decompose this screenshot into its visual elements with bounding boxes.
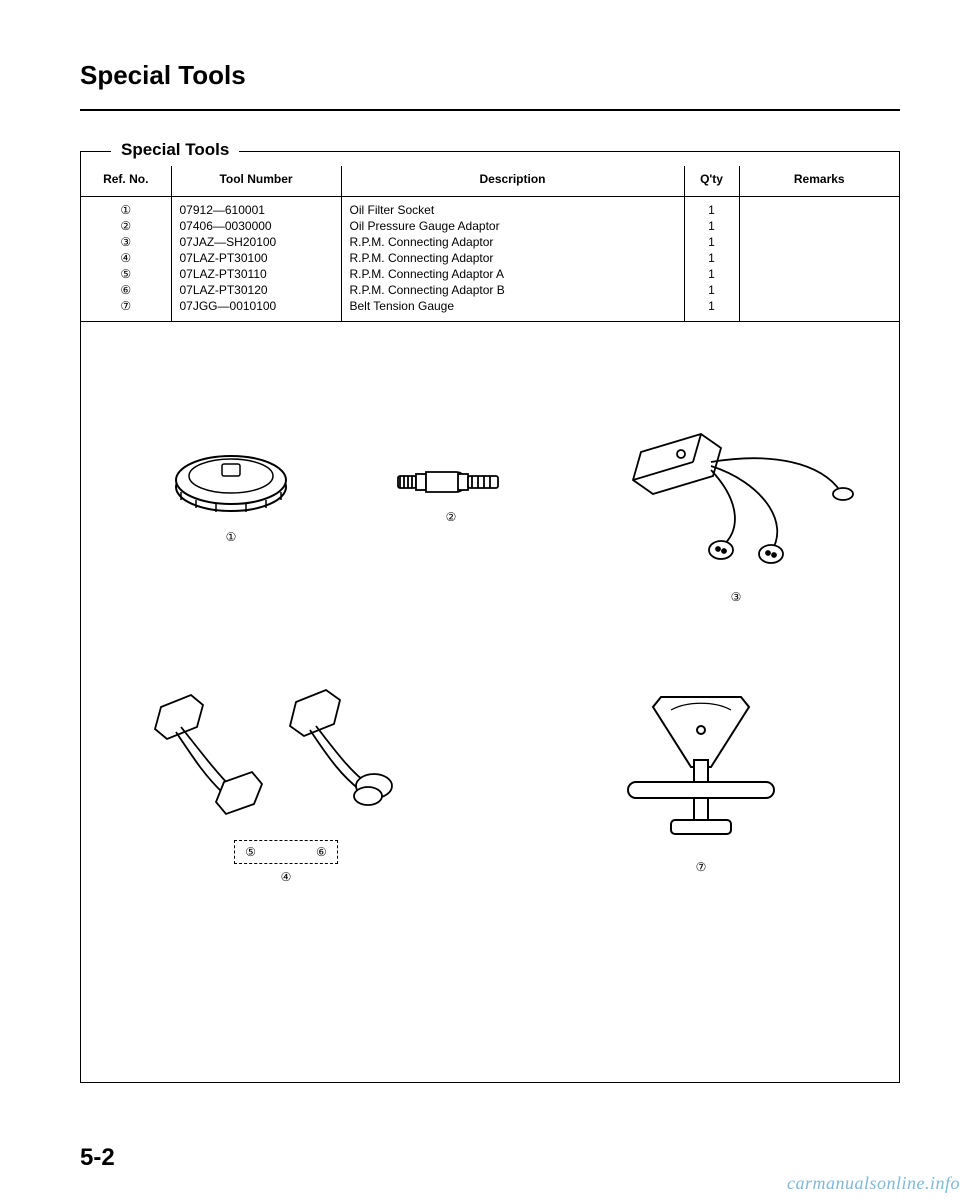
- fig-3: ③: [611, 422, 861, 604]
- table-row: ④ 07LAZ-PT30100 R.P.M. Connecting Adapto…: [81, 250, 899, 266]
- cell-rem: [739, 197, 899, 219]
- cell-tool: 07406—0030000: [171, 218, 341, 234]
- cell-qty: 1: [684, 266, 739, 282]
- cell-qty: 1: [684, 282, 739, 298]
- cell-desc: R.P.M. Connecting Adaptor: [341, 234, 684, 250]
- fig-4-caption: ④: [141, 870, 431, 884]
- cell-rem: [739, 250, 899, 266]
- cell-ref: ④: [81, 250, 171, 266]
- cell-ref: ③: [81, 234, 171, 250]
- cell-rem: [739, 266, 899, 282]
- fig-7: ⑦: [601, 682, 801, 874]
- table-row: ⑥ 07LAZ-PT30120 R.P.M. Connecting Adapto…: [81, 282, 899, 298]
- page-title: Special Tools: [80, 60, 900, 91]
- cell-qty: 1: [684, 197, 739, 219]
- col-desc: Description: [341, 166, 684, 197]
- box-legend: Special Tools: [111, 140, 239, 160]
- fig-7-caption: ⑦: [601, 860, 801, 874]
- tools-table: Ref. No. Tool Number Description Q'ty Re…: [81, 166, 899, 321]
- cell-desc: Belt Tension Gauge: [341, 298, 684, 321]
- oil-filter-socket-icon: [166, 442, 296, 522]
- title-rule: [80, 109, 900, 111]
- table-row: ② 07406—0030000 Oil Pressure Gauge Adapt…: [81, 218, 899, 234]
- fig-2: ②: [381, 462, 521, 524]
- cell-desc: R.P.M. Connecting Adaptor A: [341, 266, 684, 282]
- cell-ref: ①: [81, 197, 171, 219]
- fig-1: ①: [151, 442, 311, 544]
- cell-desc: Oil Filter Socket: [341, 197, 684, 219]
- watermark: carmanualsonline.info: [787, 1173, 960, 1194]
- cell-ref: ⑥: [81, 282, 171, 298]
- tools-box: Special Tools Ref. No. Tool Number Descr…: [80, 151, 900, 1083]
- table-row: ① 07912—610001 Oil Filter Socket 1: [81, 197, 899, 219]
- cell-tool: 07JGG—0010100: [171, 298, 341, 321]
- oil-pressure-adaptor-icon: [396, 462, 506, 502]
- cell-desc: R.P.M. Connecting Adaptor B: [341, 282, 684, 298]
- fig-1-caption: ①: [151, 530, 311, 544]
- cell-desc: Oil Pressure Gauge Adaptor: [341, 218, 684, 234]
- cell-tool: 07LAZ-PT30100: [171, 250, 341, 266]
- col-rem: Remarks: [739, 166, 899, 197]
- fig-2-caption: ②: [381, 510, 521, 524]
- cell-qty: 1: [684, 218, 739, 234]
- fig-5-caption: ⑤: [245, 845, 256, 859]
- col-ref: Ref. No.: [81, 166, 171, 197]
- belt-tension-gauge-icon: [616, 682, 786, 852]
- cell-qty: 1: [684, 298, 739, 321]
- cell-tool: 07LAZ-PT30120: [171, 282, 341, 298]
- rpm-adaptor-icon: [611, 422, 861, 582]
- cell-ref: ⑦: [81, 298, 171, 321]
- table-row: ⑦ 07JGG—0010100 Belt Tension Gauge 1: [81, 298, 899, 321]
- cell-rem: [739, 298, 899, 321]
- table-row: ⑤ 07LAZ-PT30110 R.P.M. Connecting Adapto…: [81, 266, 899, 282]
- cell-desc: R.P.M. Connecting Adaptor: [341, 250, 684, 266]
- table-header-row: Ref. No. Tool Number Description Q'ty Re…: [81, 166, 899, 197]
- rpm-connectors-icon: [146, 682, 426, 832]
- cell-tool: 07JAZ—SH20100: [171, 234, 341, 250]
- fig-5-6-caption-box: ⑤ ⑥: [234, 840, 338, 864]
- cell-ref: ⑤: [81, 266, 171, 282]
- cell-tool: 07LAZ-PT30110: [171, 266, 341, 282]
- table-row: ③ 07JAZ—SH20100 R.P.M. Connecting Adapto…: [81, 234, 899, 250]
- fig-3-caption: ③: [611, 590, 861, 604]
- col-tool: Tool Number: [171, 166, 341, 197]
- page-number: 5-2: [80, 1144, 115, 1172]
- cell-ref: ②: [81, 218, 171, 234]
- fig-6-caption: ⑥: [316, 845, 327, 859]
- cell-tool: 07912—610001: [171, 197, 341, 219]
- cell-rem: [739, 282, 899, 298]
- cell-rem: [739, 234, 899, 250]
- cell-qty: 1: [684, 250, 739, 266]
- illustration-area: ① ②: [81, 322, 899, 1082]
- cell-qty: 1: [684, 234, 739, 250]
- table-body: ① 07912—610001 Oil Filter Socket 1 ② 074…: [81, 197, 899, 322]
- fig-4-5-6: ⑤ ⑥ ④: [141, 682, 431, 884]
- col-qty: Q'ty: [684, 166, 739, 197]
- cell-rem: [739, 218, 899, 234]
